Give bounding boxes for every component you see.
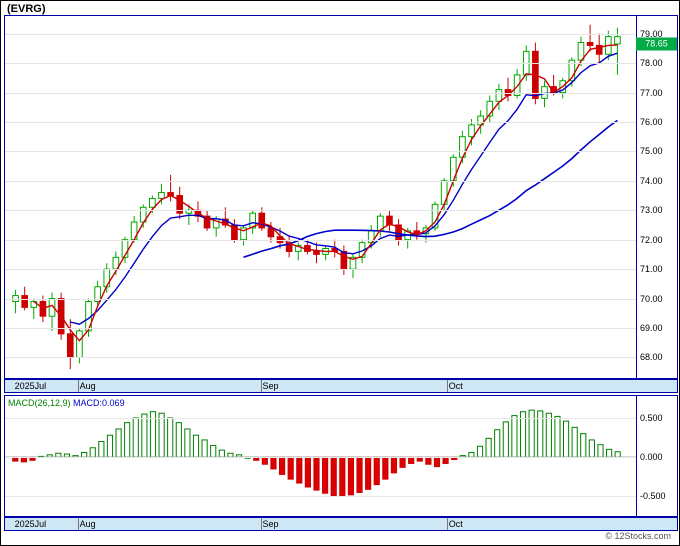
price-axis-label: 68.00 (640, 352, 663, 363)
date-axis-tick (446, 380, 448, 392)
date-axis-label: Oct (448, 519, 463, 529)
price-axis-label: 79.00 (640, 28, 663, 39)
price-gridline (5, 327, 636, 329)
price-candles-svg (12, 24, 621, 370)
price-axis-label: 70.00 (640, 293, 663, 304)
macd-panel: 0.500 0.000 -0.500 (4, 395, 678, 517)
price-panel: 68.00 69.00 70.00 71.00 72.00 73.00 74.00 75.00… (4, 15, 678, 379)
macd-gridline (5, 496, 636, 498)
date-axis-tick (77, 518, 79, 530)
date-axis-bottom: 2025Jul Aug Sep Oct (4, 517, 678, 531)
date-axis-top: 2025Jul Aug Sep Oct (4, 379, 678, 393)
price-gridline (5, 180, 636, 182)
price-gridline (5, 269, 636, 271)
price-axis-label: 76.00 (640, 116, 663, 127)
price-gridline (5, 210, 636, 212)
macd-histogram-svg (5, 409, 636, 497)
macd-plot-area (5, 396, 636, 516)
macd-legend: MACD(26,12,9) MACD:0.069 (8, 398, 125, 408)
price-axis-label: 75.00 (640, 146, 663, 157)
price-axis-label: 77.00 (640, 87, 663, 98)
date-axis-tick (260, 518, 262, 530)
price-axis-label: 72.00 (640, 234, 663, 245)
date-axis-label: Aug (79, 381, 96, 391)
price-axis-label: 73.00 (640, 205, 663, 216)
price-axis: 68.00 69.00 70.00 71.00 72.00 73.00 74.00 75.00… (636, 16, 677, 378)
date-axis-label: Aug (79, 519, 96, 529)
price-gridline (5, 239, 636, 241)
date-axis-label: 2025Jul (14, 381, 47, 391)
price-gridline (5, 121, 636, 123)
price-gridline (5, 92, 636, 94)
date-axis-label: Sep (262, 519, 279, 529)
price-gridline (5, 357, 636, 359)
date-axis-tick (446, 518, 448, 530)
macd-axis-label: 0.000 (640, 452, 663, 463)
date-axis-label: Oct (448, 381, 463, 391)
price-plot-area (5, 16, 636, 378)
price-gridline (5, 63, 636, 65)
date-axis-tick (260, 380, 262, 392)
macd-axis-label: -0.500 (640, 491, 666, 502)
price-axis-label: 74.00 (640, 175, 663, 186)
macd-axis: 0.500 0.000 -0.500 (636, 396, 677, 516)
copyright-footer: © 12Stocks.com (605, 531, 671, 541)
date-axis-tick (77, 380, 79, 392)
last-price-flag: 78.65 (636, 37, 677, 51)
page-title: (EVRG) (7, 3, 46, 15)
price-gridline (5, 298, 636, 300)
price-gridline (5, 151, 636, 153)
macd-gridline (5, 417, 636, 419)
price-gridline (5, 33, 636, 35)
macd-axis-label: 0.500 (640, 412, 663, 423)
date-axis-label: 2025Jul (14, 519, 47, 529)
price-axis-label: 69.00 (640, 322, 663, 333)
date-axis-label: Sep (262, 381, 279, 391)
macd-gridline (5, 457, 636, 459)
price-axis-label: 78.00 (640, 58, 663, 69)
macd-legend-value: MACD:0.069 (73, 398, 125, 408)
price-axis-label: 71.00 (640, 264, 663, 275)
macd-legend-label: MACD(26,12,9) (8, 398, 71, 408)
